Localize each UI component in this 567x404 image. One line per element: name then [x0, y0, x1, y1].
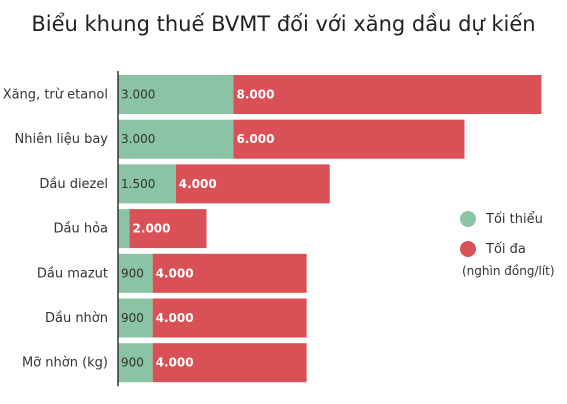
- bar-min-row-4: [118, 253, 153, 293]
- data-label-min: 900: [121, 266, 144, 280]
- bar-min-row-2: [118, 164, 176, 204]
- bar-max-row-0: [233, 75, 542, 114]
- data-label-max: 8.000: [237, 88, 275, 102]
- data-label-max: 2.000: [133, 222, 171, 236]
- data-label-max: 6.000: [237, 132, 275, 146]
- data-label-max: 4.000: [156, 356, 194, 370]
- data-label-min: 3.000: [121, 88, 155, 102]
- legend-swatch-min: [460, 211, 476, 227]
- legend: Tối thiểu Tối đa (nghìn đồng/lít): [460, 208, 567, 278]
- bar-min-row-1: [118, 119, 234, 159]
- bar-min-row-3: [118, 209, 130, 249]
- data-label-min: 900: [121, 311, 144, 325]
- bar-max-row-2: [175, 164, 330, 204]
- category-label: Dầu hỏa: [53, 222, 108, 237]
- data-label-max: 4.000: [156, 311, 194, 325]
- chart-title: Biểu khung thuế BVMT đối với xăng dầu dự…: [31, 12, 536, 36]
- bar-max-row-1: [233, 119, 465, 159]
- category-label: Dầu mazut: [37, 266, 108, 281]
- data-label-min: 3.000: [121, 132, 155, 146]
- category-label: Nhiên liệu bay: [15, 132, 109, 147]
- category-label: Xăng, trừ etanol: [3, 88, 108, 103]
- legend-swatch-max: [460, 241, 476, 257]
- bar-min-row-0: [118, 75, 234, 114]
- legend-item-min: Tối thiểu: [460, 208, 567, 230]
- bar-min-row-6: [118, 343, 153, 383]
- legend-label-max: Tối đa: [486, 241, 526, 257]
- unit-note: (nghìn đồng/lít): [462, 264, 555, 278]
- bar-max-row-3: [129, 209, 207, 249]
- data-label-max: 4.000: [179, 177, 217, 191]
- data-label-min: 1.500: [121, 177, 155, 191]
- legend-item-max: Tối đa: [460, 238, 567, 260]
- category-label: Mỡ nhờn (kg): [22, 356, 108, 371]
- category-label: Dầu diezel: [39, 177, 108, 192]
- bar-max-row-4: [152, 253, 307, 293]
- bar-min-row-5: [118, 298, 153, 338]
- bar-max-row-6: [152, 343, 307, 383]
- data-label-min: 900: [121, 356, 144, 370]
- data-label-max: 4.000: [156, 266, 194, 280]
- bar-max-row-5: [152, 298, 307, 338]
- category-label: Dầu nhờn: [45, 311, 108, 326]
- legend-label-min: Tối thiểu: [486, 211, 543, 227]
